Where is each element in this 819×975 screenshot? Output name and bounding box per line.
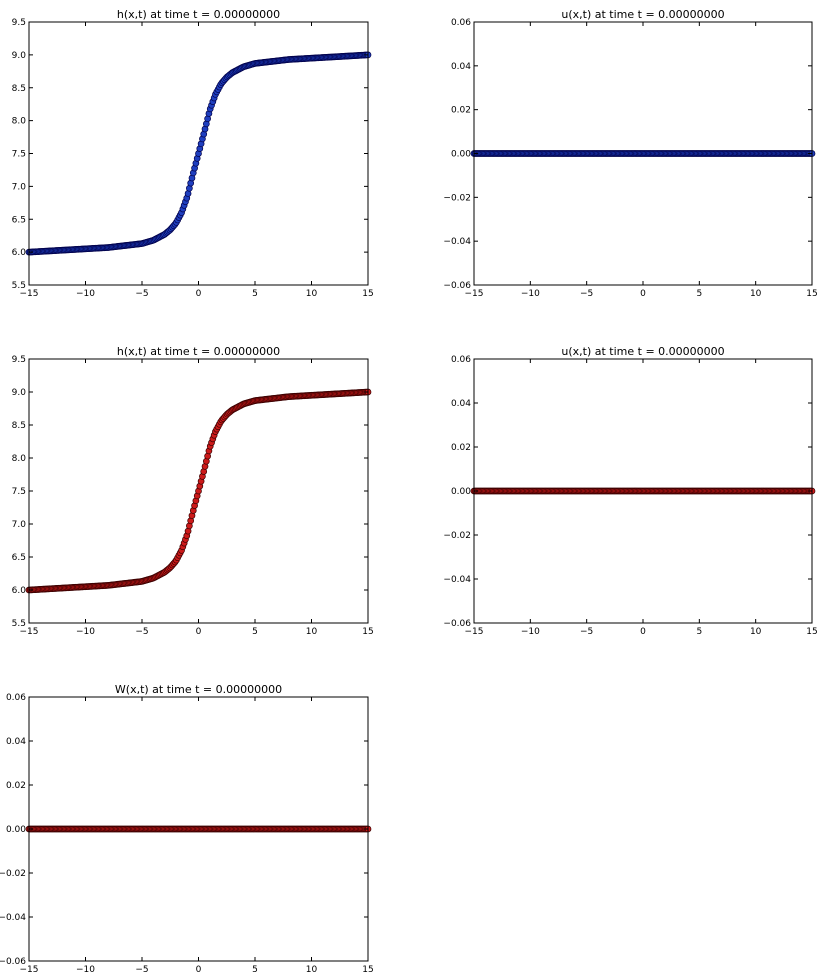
y-tick-label: 0.02 xyxy=(6,781,26,791)
chart-title: h(x,t) at time t = 0.00000000 xyxy=(117,8,280,21)
chart-panel-2: −15 −10 −5 0 5 10 15 −0.06 −0.04 −0.02 0.00 0.02 0.0… xyxy=(443,8,817,299)
y-tick-label: 7.0 xyxy=(12,520,27,530)
x-tick-label: 5 xyxy=(696,289,702,299)
y-tick-label: 0.02 xyxy=(451,106,471,116)
x-tick-label: 15 xyxy=(806,627,817,637)
y-tick-label: −0.02 xyxy=(443,531,471,541)
data-points xyxy=(25,388,372,594)
y-tick-label: 6.5 xyxy=(12,553,26,563)
x-tick-label: 15 xyxy=(362,289,373,299)
y-tick-label: 9.0 xyxy=(12,51,27,61)
x-tick-label: −15 xyxy=(20,627,39,637)
x-tick-label: 15 xyxy=(362,627,373,637)
y-tick-label: −0.04 xyxy=(443,575,471,585)
x-tick-label: 10 xyxy=(750,627,762,637)
data-points xyxy=(25,51,372,256)
x-tick-label: 5 xyxy=(252,627,258,637)
y-tick-label: −0.04 xyxy=(0,913,26,923)
y-tick-label: 0.04 xyxy=(451,62,471,72)
x-tick-label: 10 xyxy=(306,965,318,975)
y-tick-label: −0.04 xyxy=(443,237,471,247)
y-tick-label: 0.06 xyxy=(451,18,471,28)
x-tick-label: −15 xyxy=(465,289,484,299)
x-tick-label: 10 xyxy=(750,289,762,299)
x-tick-label: −5 xyxy=(580,627,593,637)
x-tick-label: −5 xyxy=(135,965,148,975)
y-tick-label: 8.5 xyxy=(12,421,26,431)
y-tick-label: 7.5 xyxy=(12,150,26,160)
x-tick-label: 5 xyxy=(252,289,258,299)
y-tick-label: 0.06 xyxy=(6,693,26,703)
x-tick-label: −10 xyxy=(521,289,540,299)
x-tick-label: −10 xyxy=(521,627,540,637)
y-tick-label: 6.0 xyxy=(12,248,27,258)
x-tick-label: 5 xyxy=(252,965,258,975)
chart-title: u(x,t) at time t = 0.00000000 xyxy=(561,345,724,358)
x-tick-label: 10 xyxy=(306,627,318,637)
y-tick-label: 0.06 xyxy=(451,355,471,365)
x-tick-label: −10 xyxy=(76,289,95,299)
x-tick-label: 0 xyxy=(196,965,202,975)
y-tick-label: 8.5 xyxy=(12,84,26,94)
x-tick-label: 15 xyxy=(806,289,817,299)
y-tick-label: 6.5 xyxy=(12,215,26,225)
chart-panel-4: −15 −10 −5 0 5 10 15 −0.06 −0.04 −0.02 0.00 0.02 0.0… xyxy=(443,345,817,637)
x-tick-label: −15 xyxy=(465,627,484,637)
x-tick-label: 0 xyxy=(640,627,646,637)
y-tick-label: 8.0 xyxy=(12,117,27,127)
x-tick-label: 0 xyxy=(196,289,202,299)
y-tick-label: 0.00 xyxy=(451,487,471,497)
chart-title: u(x,t) at time t = 0.00000000 xyxy=(561,8,724,21)
y-tick-label: 7.0 xyxy=(12,182,27,192)
data-points xyxy=(25,825,372,833)
x-tick-label: −15 xyxy=(20,289,39,299)
x-tick-label: −5 xyxy=(135,627,148,637)
chart-panel-1: −15 −10 −5 0 5 10 15 5.5 6.0 6.5 7.0 7.5 8.0 8.5 9.0 9.… xyxy=(12,8,374,299)
y-tick-label: −0.02 xyxy=(0,869,26,879)
data-points xyxy=(470,487,816,495)
y-tick-label: 0.04 xyxy=(6,737,26,747)
y-tick-label: 0.02 xyxy=(451,443,471,453)
x-tick-label: 15 xyxy=(362,965,373,975)
x-tick-label: −10 xyxy=(76,627,95,637)
y-tick-label: 7.5 xyxy=(12,487,26,497)
x-tick-label: −15 xyxy=(20,965,39,975)
chart-panel-3: −15 −10 −5 0 5 10 15 5.5 6.0 6.5 7.0 7.5 8.0 8.5 9.0 9.… xyxy=(12,345,374,637)
y-tick-label: 5.5 xyxy=(12,619,26,629)
y-tick-label: 8.0 xyxy=(12,454,27,464)
x-tick-label: −10 xyxy=(76,965,95,975)
y-tick-label: 9.0 xyxy=(12,388,27,398)
y-tick-label: 5.5 xyxy=(12,281,26,291)
y-tick-label: 0.04 xyxy=(451,399,471,409)
y-tick-label: −0.06 xyxy=(0,957,26,967)
x-tick-label: 5 xyxy=(696,627,702,637)
x-tick-label: −5 xyxy=(580,289,593,299)
data-points xyxy=(470,150,816,157)
x-tick-label: 0 xyxy=(640,289,646,299)
y-tick-label: 0.00 xyxy=(6,825,26,835)
y-tick-label: −0.06 xyxy=(443,281,471,291)
y-tick-label: −0.06 xyxy=(443,619,471,629)
chart-title: h(x,t) at time t = 0.00000000 xyxy=(117,345,280,358)
x-tick-label: −5 xyxy=(135,289,148,299)
chart-title: W(x,t) at time t = 0.00000000 xyxy=(115,683,282,696)
y-tick-label: 6.0 xyxy=(12,586,27,596)
chart-panel-5: −15 −10 −5 0 5 10 15 −0.06 −0.04 −0.02 0.00 0.02 0.0… xyxy=(0,683,374,975)
y-tick-label: −0.02 xyxy=(443,193,471,203)
x-tick-label: 10 xyxy=(306,289,318,299)
y-tick-label: 0.00 xyxy=(451,150,471,160)
y-tick-label: 9.5 xyxy=(12,355,26,365)
y-tick-label: 9.5 xyxy=(12,18,26,28)
x-tick-label: 0 xyxy=(196,627,202,637)
